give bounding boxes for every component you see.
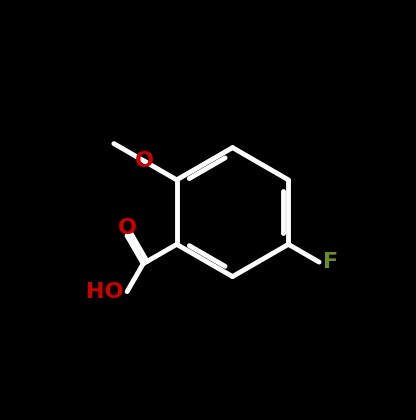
Text: O: O: [118, 218, 136, 238]
Text: O: O: [135, 151, 154, 171]
Text: HO: HO: [87, 281, 124, 302]
Text: F: F: [323, 252, 338, 272]
